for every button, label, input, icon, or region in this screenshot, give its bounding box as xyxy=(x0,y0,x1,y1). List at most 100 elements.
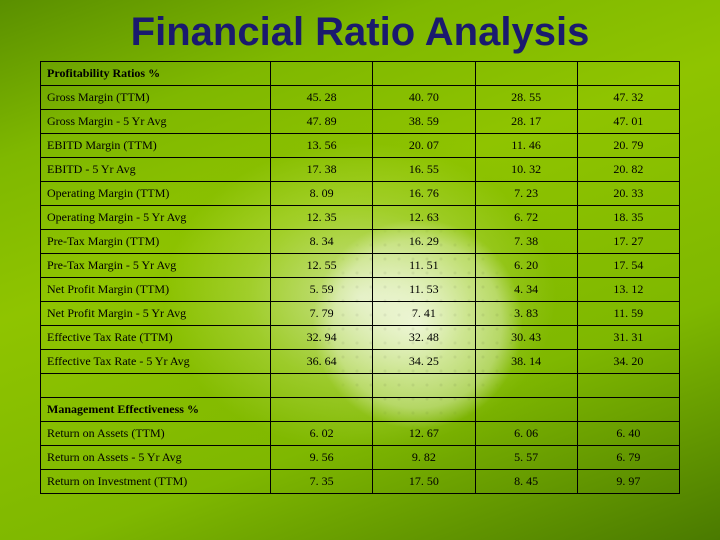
row-value: 6. 06 xyxy=(475,422,577,446)
empty-cell xyxy=(373,62,475,86)
row-label: Return on Investment (TTM) xyxy=(41,470,271,494)
row-value: 13. 56 xyxy=(271,134,373,158)
table-row: Net Profit Margin - 5 Yr Avg7. 797. 413.… xyxy=(41,302,680,326)
row-value: 6. 40 xyxy=(577,422,679,446)
row-value: 32. 48 xyxy=(373,326,475,350)
row-label: EBITD - 5 Yr Avg xyxy=(41,158,271,182)
row-value: 12. 35 xyxy=(271,206,373,230)
row-label: Return on Assets - 5 Yr Avg xyxy=(41,446,271,470)
row-label: Pre-Tax Margin (TTM) xyxy=(41,230,271,254)
row-value: 38. 59 xyxy=(373,110,475,134)
row-value: 16. 55 xyxy=(373,158,475,182)
row-value: 16. 29 xyxy=(373,230,475,254)
row-value: 34. 25 xyxy=(373,350,475,374)
row-value: 12. 55 xyxy=(271,254,373,278)
row-value: 45. 28 xyxy=(271,86,373,110)
empty-cell xyxy=(271,62,373,86)
row-value: 10. 32 xyxy=(475,158,577,182)
row-label: Operating Margin (TTM) xyxy=(41,182,271,206)
empty-cell xyxy=(577,398,679,422)
row-value: 17. 27 xyxy=(577,230,679,254)
row-value: 38. 14 xyxy=(475,350,577,374)
row-value: 7. 35 xyxy=(271,470,373,494)
row-value: 9. 82 xyxy=(373,446,475,470)
row-value: 5. 59 xyxy=(271,278,373,302)
row-value: 4. 34 xyxy=(475,278,577,302)
row-value: 34. 20 xyxy=(577,350,679,374)
row-value: 9. 97 xyxy=(577,470,679,494)
table-row: EBITD Margin (TTM)13. 5620. 0711. 4620. … xyxy=(41,134,680,158)
row-value: 17. 50 xyxy=(373,470,475,494)
row-value: 28. 55 xyxy=(475,86,577,110)
row-value: 17. 54 xyxy=(577,254,679,278)
row-value: 12. 67 xyxy=(373,422,475,446)
row-value: 17. 38 xyxy=(271,158,373,182)
row-value: 16. 76 xyxy=(373,182,475,206)
row-value: 7. 23 xyxy=(475,182,577,206)
row-label: Gross Margin (TTM) xyxy=(41,86,271,110)
empty-cell xyxy=(475,398,577,422)
row-label: Effective Tax Rate - 5 Yr Avg xyxy=(41,350,271,374)
table-row: Return on Assets - 5 Yr Avg9. 569. 825. … xyxy=(41,446,680,470)
row-label: Net Profit Margin (TTM) xyxy=(41,278,271,302)
empty-cell xyxy=(475,62,577,86)
row-label: Gross Margin - 5 Yr Avg xyxy=(41,110,271,134)
row-label: Net Profit Margin - 5 Yr Avg xyxy=(41,302,271,326)
row-label: Return on Assets (TTM) xyxy=(41,422,271,446)
row-value: 11. 53 xyxy=(373,278,475,302)
row-value: 11. 59 xyxy=(577,302,679,326)
row-value: 7. 41 xyxy=(373,302,475,326)
row-value: 18. 35 xyxy=(577,206,679,230)
row-value: 47. 01 xyxy=(577,110,679,134)
row-label: Operating Margin - 5 Yr Avg xyxy=(41,206,271,230)
table-row: Operating Margin - 5 Yr Avg12. 3512. 636… xyxy=(41,206,680,230)
section-header: Management Effectiveness % xyxy=(41,398,271,422)
spacer-row xyxy=(41,374,680,398)
row-value: 20. 07 xyxy=(373,134,475,158)
row-value: 13. 12 xyxy=(577,278,679,302)
row-value: 31. 31 xyxy=(577,326,679,350)
row-value: 6. 72 xyxy=(475,206,577,230)
table-row: Return on Investment (TTM)7. 3517. 508. … xyxy=(41,470,680,494)
row-value: 47. 89 xyxy=(271,110,373,134)
table-row: Net Profit Margin (TTM)5. 5911. 534. 341… xyxy=(41,278,680,302)
section-header: Profitability Ratios % xyxy=(41,62,271,86)
row-value: 47. 32 xyxy=(577,86,679,110)
table-row: Pre-Tax Margin (TTM)8. 3416. 297. 3817. … xyxy=(41,230,680,254)
table-row: Effective Tax Rate (TTM)32. 9432. 4830. … xyxy=(41,326,680,350)
row-value: 6. 02 xyxy=(271,422,373,446)
table-row: Gross Margin - 5 Yr Avg47. 8938. 5928. 1… xyxy=(41,110,680,134)
row-value: 36. 64 xyxy=(271,350,373,374)
table-row: Pre-Tax Margin - 5 Yr Avg12. 5511. 516. … xyxy=(41,254,680,278)
table-row: EBITD - 5 Yr Avg17. 3816. 5510. 3220. 82 xyxy=(41,158,680,182)
empty-cell xyxy=(373,398,475,422)
row-value: 12. 63 xyxy=(373,206,475,230)
row-value: 28. 17 xyxy=(475,110,577,134)
row-value: 6. 20 xyxy=(475,254,577,278)
row-label: Pre-Tax Margin - 5 Yr Avg xyxy=(41,254,271,278)
table-row: Gross Margin (TTM)45. 2840. 7028. 5547. … xyxy=(41,86,680,110)
row-value: 8. 45 xyxy=(475,470,577,494)
empty-cell xyxy=(577,62,679,86)
row-value: 8. 09 xyxy=(271,182,373,206)
row-value: 30. 43 xyxy=(475,326,577,350)
row-value: 6. 79 xyxy=(577,446,679,470)
row-value: 8. 34 xyxy=(271,230,373,254)
table-row: Return on Assets (TTM)6. 0212. 676. 066.… xyxy=(41,422,680,446)
row-value: 11. 46 xyxy=(475,134,577,158)
row-value: 20. 79 xyxy=(577,134,679,158)
ratio-table: Profitability Ratios %Gross Margin (TTM)… xyxy=(40,61,680,494)
row-value: 11. 51 xyxy=(373,254,475,278)
table-row: Operating Margin (TTM)8. 0916. 767. 2320… xyxy=(41,182,680,206)
row-label: Effective Tax Rate (TTM) xyxy=(41,326,271,350)
row-value: 9. 56 xyxy=(271,446,373,470)
row-value: 20. 33 xyxy=(577,182,679,206)
row-value: 40. 70 xyxy=(373,86,475,110)
page-title: Financial Ratio Analysis xyxy=(40,10,680,55)
row-value: 3. 83 xyxy=(475,302,577,326)
row-value: 7. 38 xyxy=(475,230,577,254)
row-value: 32. 94 xyxy=(271,326,373,350)
row-value: 20. 82 xyxy=(577,158,679,182)
empty-cell xyxy=(271,398,373,422)
row-label: EBITD Margin (TTM) xyxy=(41,134,271,158)
